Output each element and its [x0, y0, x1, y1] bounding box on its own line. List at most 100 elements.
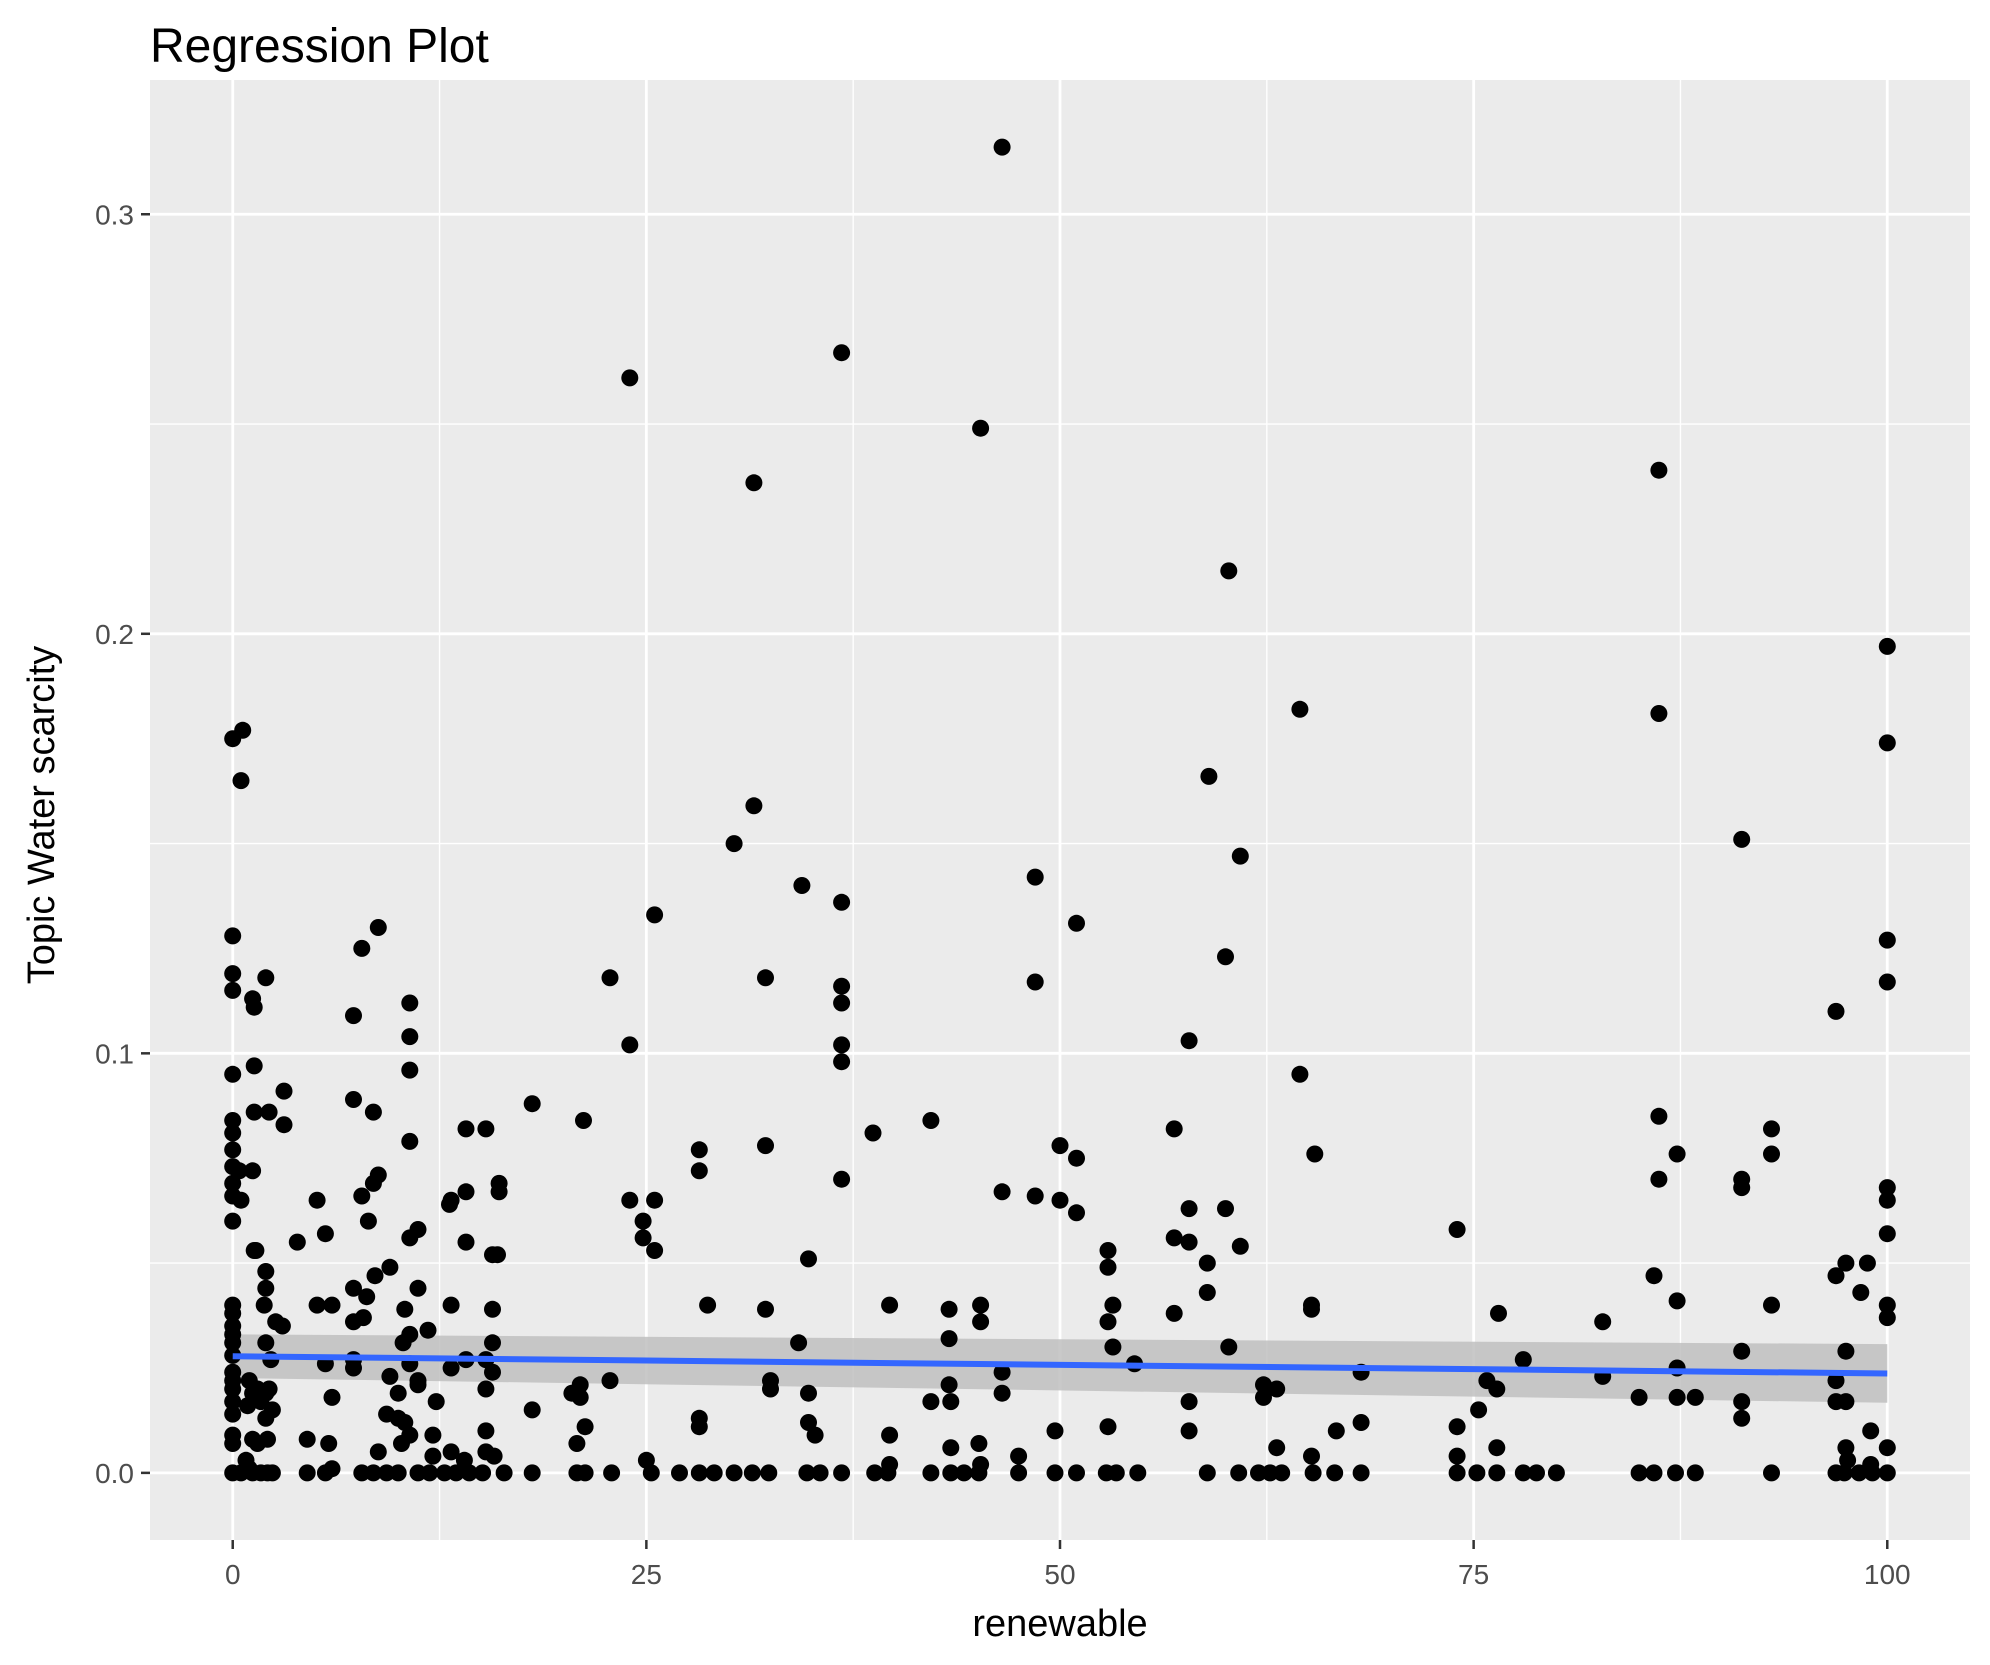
data-point: [1878, 1179, 1896, 1197]
data-point: [1645, 1464, 1663, 1482]
data-point: [1514, 1464, 1532, 1482]
data-point: [1668, 1145, 1686, 1163]
data-point: [1827, 1267, 1845, 1285]
data-point: [389, 1464, 407, 1482]
data-point: [762, 1380, 779, 1398]
data-point: [1878, 1439, 1896, 1457]
data-point: [646, 1191, 664, 1209]
data-point: [922, 1393, 940, 1411]
data-point: [460, 1464, 478, 1482]
data-point: [1594, 1313, 1612, 1331]
data-point: [442, 1296, 460, 1314]
data-point: [401, 1061, 419, 1079]
data-point: [232, 772, 250, 790]
data-point: [1180, 1200, 1198, 1218]
data-point: [642, 1464, 660, 1482]
data-point: [1514, 1351, 1532, 1369]
data-point: [743, 1464, 761, 1482]
data-point: [345, 1279, 362, 1297]
data-point: [1837, 1393, 1855, 1411]
data-point: [424, 1447, 442, 1465]
data-point: [690, 1464, 708, 1482]
data-point: [316, 1225, 334, 1243]
data-point: [230, 1162, 248, 1180]
data-point: [523, 1401, 541, 1419]
data-point: [320, 1435, 338, 1452]
confidence-band: [232, 1334, 1888, 1403]
points-layer: [224, 138, 1896, 1482]
data-point: [1630, 1464, 1648, 1482]
data-point: [745, 797, 763, 815]
data-point: [1878, 1225, 1896, 1243]
data-point: [260, 1103, 278, 1121]
data-point: [273, 1317, 291, 1335]
data-point: [1470, 1401, 1488, 1419]
data-point: [1488, 1439, 1506, 1457]
data-point: [1878, 734, 1896, 752]
data-point: [396, 1300, 414, 1318]
data-point: [257, 1334, 275, 1352]
data-point: [1852, 1284, 1870, 1301]
data-point: [345, 1359, 362, 1377]
data-point: [1099, 1313, 1117, 1331]
data-point: [1837, 1439, 1855, 1457]
data-point: [972, 1296, 990, 1314]
data-point: [378, 1405, 396, 1423]
data-point: [671, 1464, 688, 1482]
data-point: [972, 1313, 990, 1331]
data-point: [1630, 1388, 1648, 1406]
data-point: [369, 1443, 387, 1461]
data-point: [224, 1304, 242, 1322]
data-point: [1165, 1304, 1183, 1322]
data-point: [401, 1132, 419, 1150]
data-point: [1763, 1296, 1780, 1314]
data-point: [316, 1464, 334, 1482]
data-point: [257, 1279, 275, 1297]
data-point: [224, 1346, 242, 1364]
data-point: [1198, 1464, 1216, 1482]
data-point: [1026, 1187, 1044, 1205]
data-point: [1220, 1338, 1238, 1356]
data-point: [1733, 1409, 1751, 1427]
data-point: [1827, 1372, 1845, 1390]
data-point: [760, 1464, 778, 1482]
data-point: [1217, 1200, 1234, 1218]
data-point: [1468, 1464, 1486, 1482]
data-point: [224, 1380, 242, 1398]
data-point: [364, 1174, 382, 1192]
data-point: [477, 1380, 495, 1398]
data-point: [922, 1464, 940, 1482]
data-point: [881, 1296, 899, 1314]
data-point: [811, 1464, 829, 1482]
data-point: [603, 1464, 621, 1482]
data-point: [1878, 1296, 1896, 1314]
data-point: [389, 1384, 407, 1402]
data-point: [1668, 1388, 1686, 1406]
data-point: [1180, 1233, 1198, 1251]
grid-major: [150, 80, 1970, 1540]
data-point: [484, 1363, 501, 1381]
data-point: [245, 1103, 263, 1121]
data-point: [489, 1246, 506, 1264]
confidence-band-layer: [232, 1334, 1888, 1403]
data-point: [1217, 948, 1234, 966]
data-point: [1068, 1464, 1085, 1482]
data-point: [366, 1267, 384, 1285]
data-point: [353, 1187, 371, 1205]
data-point: [345, 1007, 362, 1025]
data-point: [484, 1334, 501, 1352]
data-point: [833, 1170, 851, 1188]
data-point: [575, 1112, 592, 1129]
data-point: [1291, 1065, 1309, 1083]
data-point: [745, 474, 763, 492]
data-point: [1448, 1464, 1466, 1482]
data-point: [1650, 1107, 1668, 1125]
data-point: [1878, 931, 1896, 949]
data-point: [369, 919, 387, 936]
y-axis: 0.0 0.1 0.2 0.3: [95, 199, 150, 1489]
data-point: [833, 994, 851, 1012]
y-tick-label: 0.2: [95, 619, 134, 650]
data-point: [922, 1112, 940, 1129]
data-point: [1303, 1447, 1320, 1465]
data-point: [833, 1464, 851, 1482]
